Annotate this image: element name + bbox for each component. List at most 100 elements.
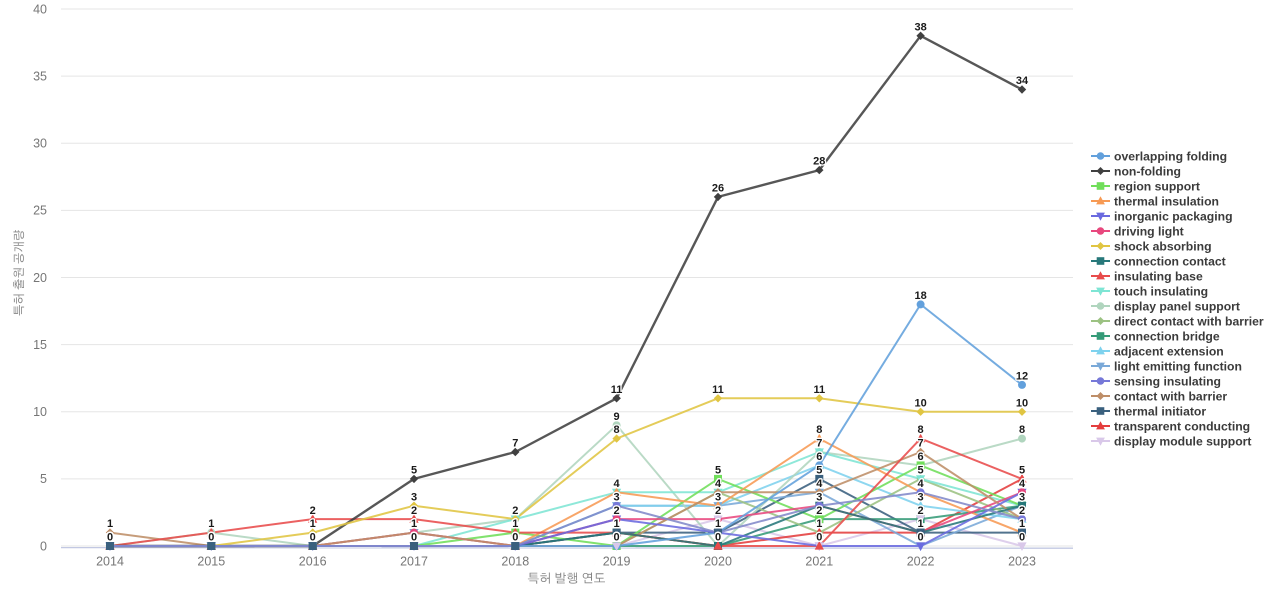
svg-text:0: 0 [715, 532, 721, 544]
svg-text:1: 1 [107, 518, 113, 530]
svg-text:3: 3 [1019, 491, 1025, 503]
svg-text:11: 11 [611, 384, 623, 396]
svg-text:0: 0 [208, 532, 214, 544]
svg-text:non-folding: non-folding [1114, 164, 1181, 178]
svg-text:3: 3 [816, 491, 822, 503]
svg-text:inorganic packaging: inorganic packaging [1114, 209, 1233, 223]
svg-text:3: 3 [816, 491, 822, 503]
svg-text:2016: 2016 [299, 555, 327, 569]
svg-text:2: 2 [614, 505, 620, 517]
svg-text:5: 5 [918, 465, 924, 477]
svg-text:0: 0 [208, 532, 214, 544]
svg-text:thermal initiator: thermal initiator [1114, 404, 1206, 418]
svg-text:2: 2 [715, 505, 721, 517]
svg-text:6: 6 [816, 451, 822, 463]
svg-text:0: 0 [512, 532, 518, 544]
svg-text:driving light: driving light [1114, 224, 1184, 238]
svg-text:connection contact: connection contact [1114, 254, 1226, 268]
svg-text:0: 0 [816, 532, 822, 544]
svg-text:0: 0 [614, 532, 620, 544]
svg-text:contact with barrier: contact with barrier [1114, 389, 1227, 403]
svg-text:9: 9 [614, 411, 620, 423]
svg-text:1: 1 [614, 518, 620, 530]
svg-text:light emitting function: light emitting function [1114, 359, 1242, 373]
svg-text:4: 4 [816, 478, 823, 490]
svg-text:0: 0 [310, 532, 316, 544]
svg-text:0: 0 [411, 532, 417, 544]
svg-text:1: 1 [411, 518, 417, 530]
svg-text:25: 25 [33, 204, 47, 218]
svg-text:3: 3 [1019, 491, 1025, 503]
svg-text:0: 0 [208, 532, 214, 544]
svg-text:0: 0 [208, 532, 214, 544]
svg-text:35: 35 [33, 69, 47, 83]
svg-text:1: 1 [1019, 518, 1025, 530]
svg-text:5: 5 [411, 465, 417, 477]
svg-text:0: 0 [411, 532, 417, 544]
svg-text:0: 0 [310, 532, 316, 544]
svg-text:0: 0 [411, 532, 417, 544]
svg-text:display panel support: display panel support [1114, 299, 1240, 313]
svg-text:0: 0 [918, 532, 924, 544]
svg-text:0: 0 [107, 532, 113, 544]
svg-text:0: 0 [715, 532, 721, 544]
svg-text:3: 3 [715, 491, 721, 503]
svg-text:sensing insulating: sensing insulating [1114, 374, 1221, 388]
svg-text:2: 2 [816, 505, 822, 517]
svg-text:34: 34 [1016, 75, 1029, 87]
svg-text:2017: 2017 [400, 555, 428, 569]
svg-text:0: 0 [107, 532, 113, 544]
svg-text:8: 8 [1019, 424, 1025, 436]
svg-text:3: 3 [1019, 491, 1025, 503]
svg-text:4: 4 [715, 478, 722, 490]
svg-text:3: 3 [614, 491, 620, 503]
svg-text:2014: 2014 [96, 555, 124, 569]
svg-text:0: 0 [512, 532, 518, 544]
svg-text:0: 0 [512, 532, 518, 544]
svg-text:0: 0 [208, 532, 214, 544]
svg-text:0: 0 [512, 532, 518, 544]
svg-text:0: 0 [310, 532, 316, 544]
svg-text:0: 0 [310, 532, 316, 544]
svg-text:1: 1 [614, 518, 620, 530]
svg-text:0: 0 [614, 532, 620, 544]
svg-text:0: 0 [40, 539, 47, 553]
svg-text:5: 5 [816, 465, 822, 477]
svg-text:0: 0 [512, 532, 518, 544]
svg-text:2: 2 [512, 505, 518, 517]
svg-text:2: 2 [715, 505, 721, 517]
svg-text:4: 4 [614, 478, 621, 490]
svg-text:0: 0 [512, 532, 518, 544]
svg-text:2020: 2020 [704, 555, 732, 569]
svg-text:transparent conducting: transparent conducting [1114, 419, 1250, 433]
svg-text:1: 1 [614, 518, 620, 530]
svg-text:0: 0 [411, 532, 417, 544]
svg-text:0: 0 [512, 532, 518, 544]
svg-text:0: 0 [208, 532, 214, 544]
svg-text:0: 0 [107, 532, 113, 544]
svg-text:0: 0 [208, 532, 214, 544]
svg-text:0: 0 [411, 532, 417, 544]
svg-text:0: 0 [208, 532, 214, 544]
svg-text:2: 2 [411, 505, 417, 517]
svg-text:0: 0 [512, 532, 518, 544]
svg-text:2: 2 [918, 505, 924, 517]
svg-text:2: 2 [1019, 505, 1025, 517]
svg-text:2021: 2021 [805, 555, 833, 569]
svg-text:40: 40 [33, 2, 47, 16]
svg-text:0: 0 [208, 532, 214, 544]
svg-text:1: 1 [918, 518, 924, 530]
svg-text:2: 2 [512, 505, 518, 517]
svg-text:5: 5 [918, 465, 924, 477]
svg-text:insulating base: insulating base [1114, 269, 1203, 283]
svg-text:0: 0 [310, 532, 316, 544]
svg-text:0: 0 [411, 532, 417, 544]
svg-text:0: 0 [208, 532, 214, 544]
svg-text:4: 4 [1019, 478, 1026, 490]
svg-text:0: 0 [107, 532, 113, 544]
svg-text:0: 0 [512, 532, 518, 544]
svg-text:0: 0 [107, 532, 113, 544]
svg-text:0: 0 [107, 532, 113, 544]
svg-text:30: 30 [33, 137, 47, 151]
svg-text:0: 0 [107, 532, 113, 544]
